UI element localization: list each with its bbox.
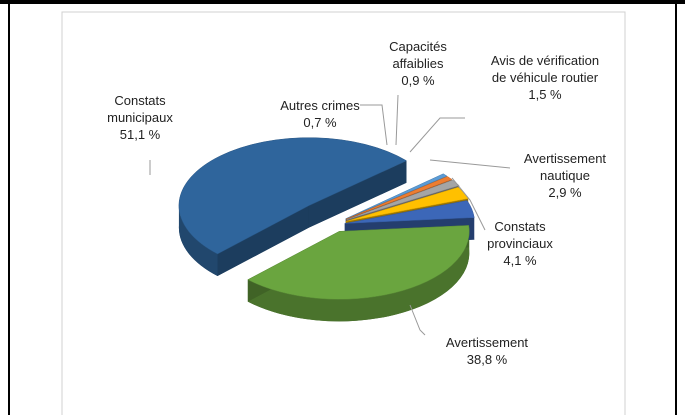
slice [345, 173, 448, 219]
slice-cut [308, 160, 407, 228]
slice-side [178, 205, 218, 277]
value-label: 0,9 % [401, 73, 435, 88]
data-label: Constats provinciaux 4,1 % [470, 218, 570, 269]
leader-line [409, 117, 465, 153]
category-label: Capacités affaiblies [389, 39, 447, 71]
leader-line [360, 104, 388, 146]
category-label: Avis de vérification de véhicule routier [490, 53, 600, 85]
slice [178, 137, 408, 255]
slice [346, 176, 453, 220]
leader-line [429, 159, 511, 169]
data-label: Avis de vérification de véhicule routier… [490, 52, 600, 103]
data-label: Avertissement 38,8 % [432, 334, 542, 368]
leader-lines [149, 94, 511, 336]
slice [344, 200, 475, 224]
data-label: Capacités affaiblies 0,9 % [378, 38, 458, 89]
value-label: 2,9 % [548, 185, 582, 200]
leader-line [409, 304, 426, 336]
category-label: Avertissement nautique [523, 151, 607, 183]
value-label: 1,5 % [528, 87, 562, 102]
category-label: Avertissement [445, 335, 529, 350]
data-label: Autres crimes 0,7 % [270, 97, 370, 131]
data-label: Constats municipaux 51,1 % [85, 92, 195, 143]
value-label: 38,8 % [466, 352, 508, 367]
slice-side [247, 231, 470, 322]
chart-border [61, 11, 626, 415]
category-label: Constats provinciaux [487, 219, 553, 251]
slice-cut [217, 205, 309, 277]
slice [247, 225, 470, 300]
category-label: Constats municipaux [107, 93, 173, 125]
frame-top [0, 0, 685, 4]
category-label: Autres crimes [280, 98, 360, 113]
leader-line [451, 177, 486, 231]
value-label: 0,7 % [303, 115, 337, 130]
pie [178, 137, 475, 322]
data-label: Avertissement nautique 2,9 % [505, 150, 625, 201]
value-label: 4,1 % [503, 253, 537, 268]
value-label: 51,1 % [119, 127, 161, 142]
leader-line [395, 94, 399, 146]
